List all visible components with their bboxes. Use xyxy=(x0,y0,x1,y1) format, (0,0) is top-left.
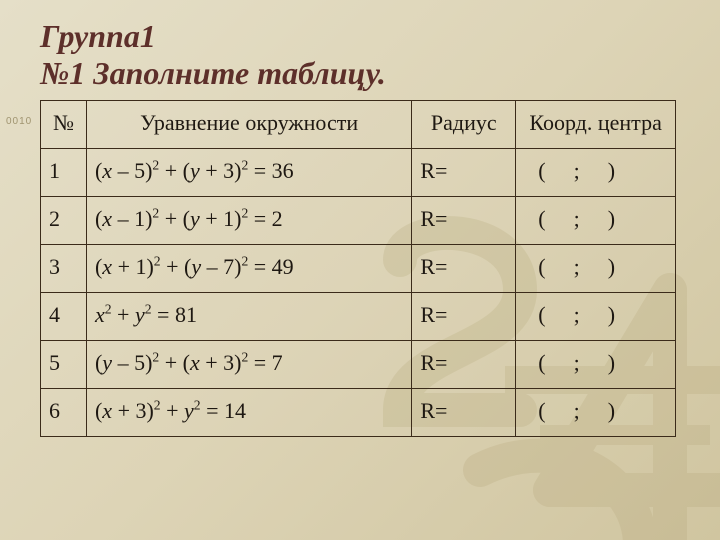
cell-number: 5 xyxy=(41,340,87,388)
cell-number: 3 xyxy=(41,244,87,292)
cell-center: (;) xyxy=(516,340,676,388)
title-line-1: Группа1 xyxy=(40,18,680,55)
cell-center: (;) xyxy=(516,244,676,292)
cell-radius: R= xyxy=(412,196,516,244)
cell-radius: R= xyxy=(412,148,516,196)
paren-close-icon: ) xyxy=(608,350,615,376)
paren-open-icon: ( xyxy=(538,350,545,376)
col-header-equation: Уравнение окружности xyxy=(86,100,411,148)
page-title: Группа1 №1 Заполните таблицу. xyxy=(40,18,680,92)
col-header-number: № xyxy=(41,100,87,148)
separator-icon: ; xyxy=(574,254,580,280)
cell-number: 6 xyxy=(41,388,87,436)
table-row: 3(x + 1)2 + (y – 7)2 = 49R=(;) xyxy=(41,244,676,292)
paren-open-icon: ( xyxy=(538,302,545,328)
title-line-2: №1 Заполните таблицу. xyxy=(40,55,680,92)
table-header-row: № Уравнение окружности Радиус Коорд. цен… xyxy=(41,100,676,148)
cell-equation: (x – 5)2 + (y + 3)2 = 36 xyxy=(86,148,411,196)
cell-center: (;) xyxy=(516,292,676,340)
cell-equation: (x – 1)2 + (y + 1)2 = 2 xyxy=(86,196,411,244)
table-row: 2(x – 1)2 + (y + 1)2 = 2R=(;) xyxy=(41,196,676,244)
paren-close-icon: ) xyxy=(608,254,615,280)
paren-open-icon: ( xyxy=(538,254,545,280)
separator-icon: ; xyxy=(574,302,580,328)
col-header-center: Коорд. центра xyxy=(516,100,676,148)
table-row: 1(x – 5)2 + (y + 3)2 = 36R=(;) xyxy=(41,148,676,196)
separator-icon: ; xyxy=(574,350,580,376)
separator-icon: ; xyxy=(574,398,580,424)
cell-equation: (y – 5)2 + (x + 3)2 = 7 xyxy=(86,340,411,388)
cell-radius: R= xyxy=(412,388,516,436)
table-row: 6(x + 3)2 + y2 = 14R=(;) xyxy=(41,388,676,436)
paren-open-icon: ( xyxy=(538,206,545,232)
cell-equation: x2 + y2 = 81 xyxy=(86,292,411,340)
cell-radius: R= xyxy=(412,244,516,292)
paren-close-icon: ) xyxy=(608,206,615,232)
cell-number: 4 xyxy=(41,292,87,340)
cell-radius: R= xyxy=(412,292,516,340)
paren-open-icon: ( xyxy=(538,398,545,424)
paren-close-icon: ) xyxy=(608,158,615,184)
cell-center: (;) xyxy=(516,388,676,436)
cell-center: (;) xyxy=(516,148,676,196)
paren-close-icon: ) xyxy=(608,302,615,328)
cell-radius: R= xyxy=(412,340,516,388)
slide-content: Группа1 №1 Заполните таблицу. № Уравнени… xyxy=(0,0,720,437)
table-row: 5(y – 5)2 + (x + 3)2 = 7R=(;) xyxy=(41,340,676,388)
cell-equation: (x + 3)2 + y2 = 14 xyxy=(86,388,411,436)
cell-center: (;) xyxy=(516,196,676,244)
cell-number: 2 xyxy=(41,196,87,244)
cell-number: 1 xyxy=(41,148,87,196)
paren-close-icon: ) xyxy=(608,398,615,424)
paren-open-icon: ( xyxy=(538,158,545,184)
equations-table: № Уравнение окружности Радиус Коорд. цен… xyxy=(40,100,676,437)
cell-equation: (x + 1)2 + (y – 7)2 = 49 xyxy=(86,244,411,292)
separator-icon: ; xyxy=(574,206,580,232)
separator-icon: ; xyxy=(574,158,580,184)
col-header-radius: Радиус xyxy=(412,100,516,148)
table-row: 4x2 + y2 = 81R=(;) xyxy=(41,292,676,340)
